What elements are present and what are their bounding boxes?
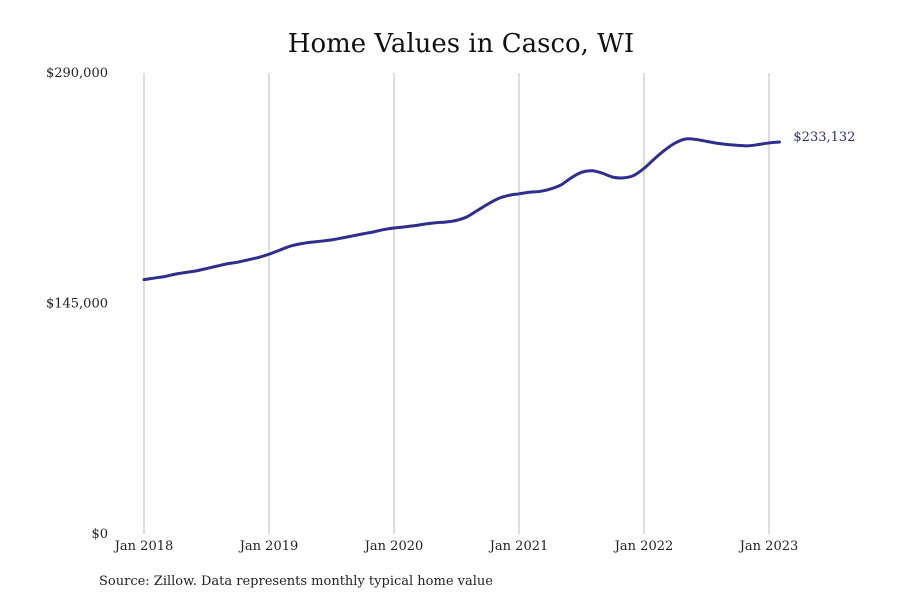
y-tick-label: $290,000 [46,66,108,81]
x-tick-label: Jan 2021 [488,539,549,554]
home-value-line [142,137,781,282]
y-axis-tick-labels: $290,000 $145,000 $0 [46,66,108,542]
x-tick-label: Jan 2019 [238,539,299,554]
chart-title: Home Values in Casco, WI [288,29,634,59]
y-tick-label: $0 [91,527,108,542]
y-tick-label: $145,000 [46,297,108,312]
x-tick-label: Jan 2023 [738,539,799,554]
source-note: Source: Zillow. Data represents monthly … [99,574,493,589]
vertical-gridlines [143,73,770,534]
x-tick-label: Jan 2022 [613,539,674,554]
x-axis-tick-labels: Jan 2018 Jan 2019 Jan 2020 Jan 2021 Jan 2022… [113,539,799,554]
x-tick-label: Jan 2018 [113,539,174,554]
end-value-label: $233,132 [793,130,855,145]
x-tick-label: Jan 2020 [363,539,424,554]
